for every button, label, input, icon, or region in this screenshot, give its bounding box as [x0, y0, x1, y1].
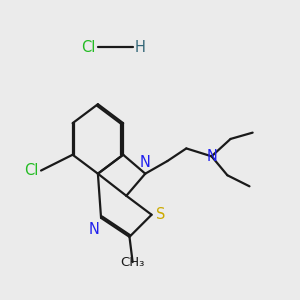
Text: N: N: [88, 222, 100, 237]
Text: H: H: [134, 40, 145, 55]
Text: S: S: [156, 207, 165, 222]
Text: CH₃: CH₃: [120, 256, 145, 268]
Text: N: N: [140, 154, 151, 169]
Text: Cl: Cl: [81, 40, 95, 55]
Text: N: N: [206, 149, 217, 164]
Text: Cl: Cl: [24, 163, 38, 178]
